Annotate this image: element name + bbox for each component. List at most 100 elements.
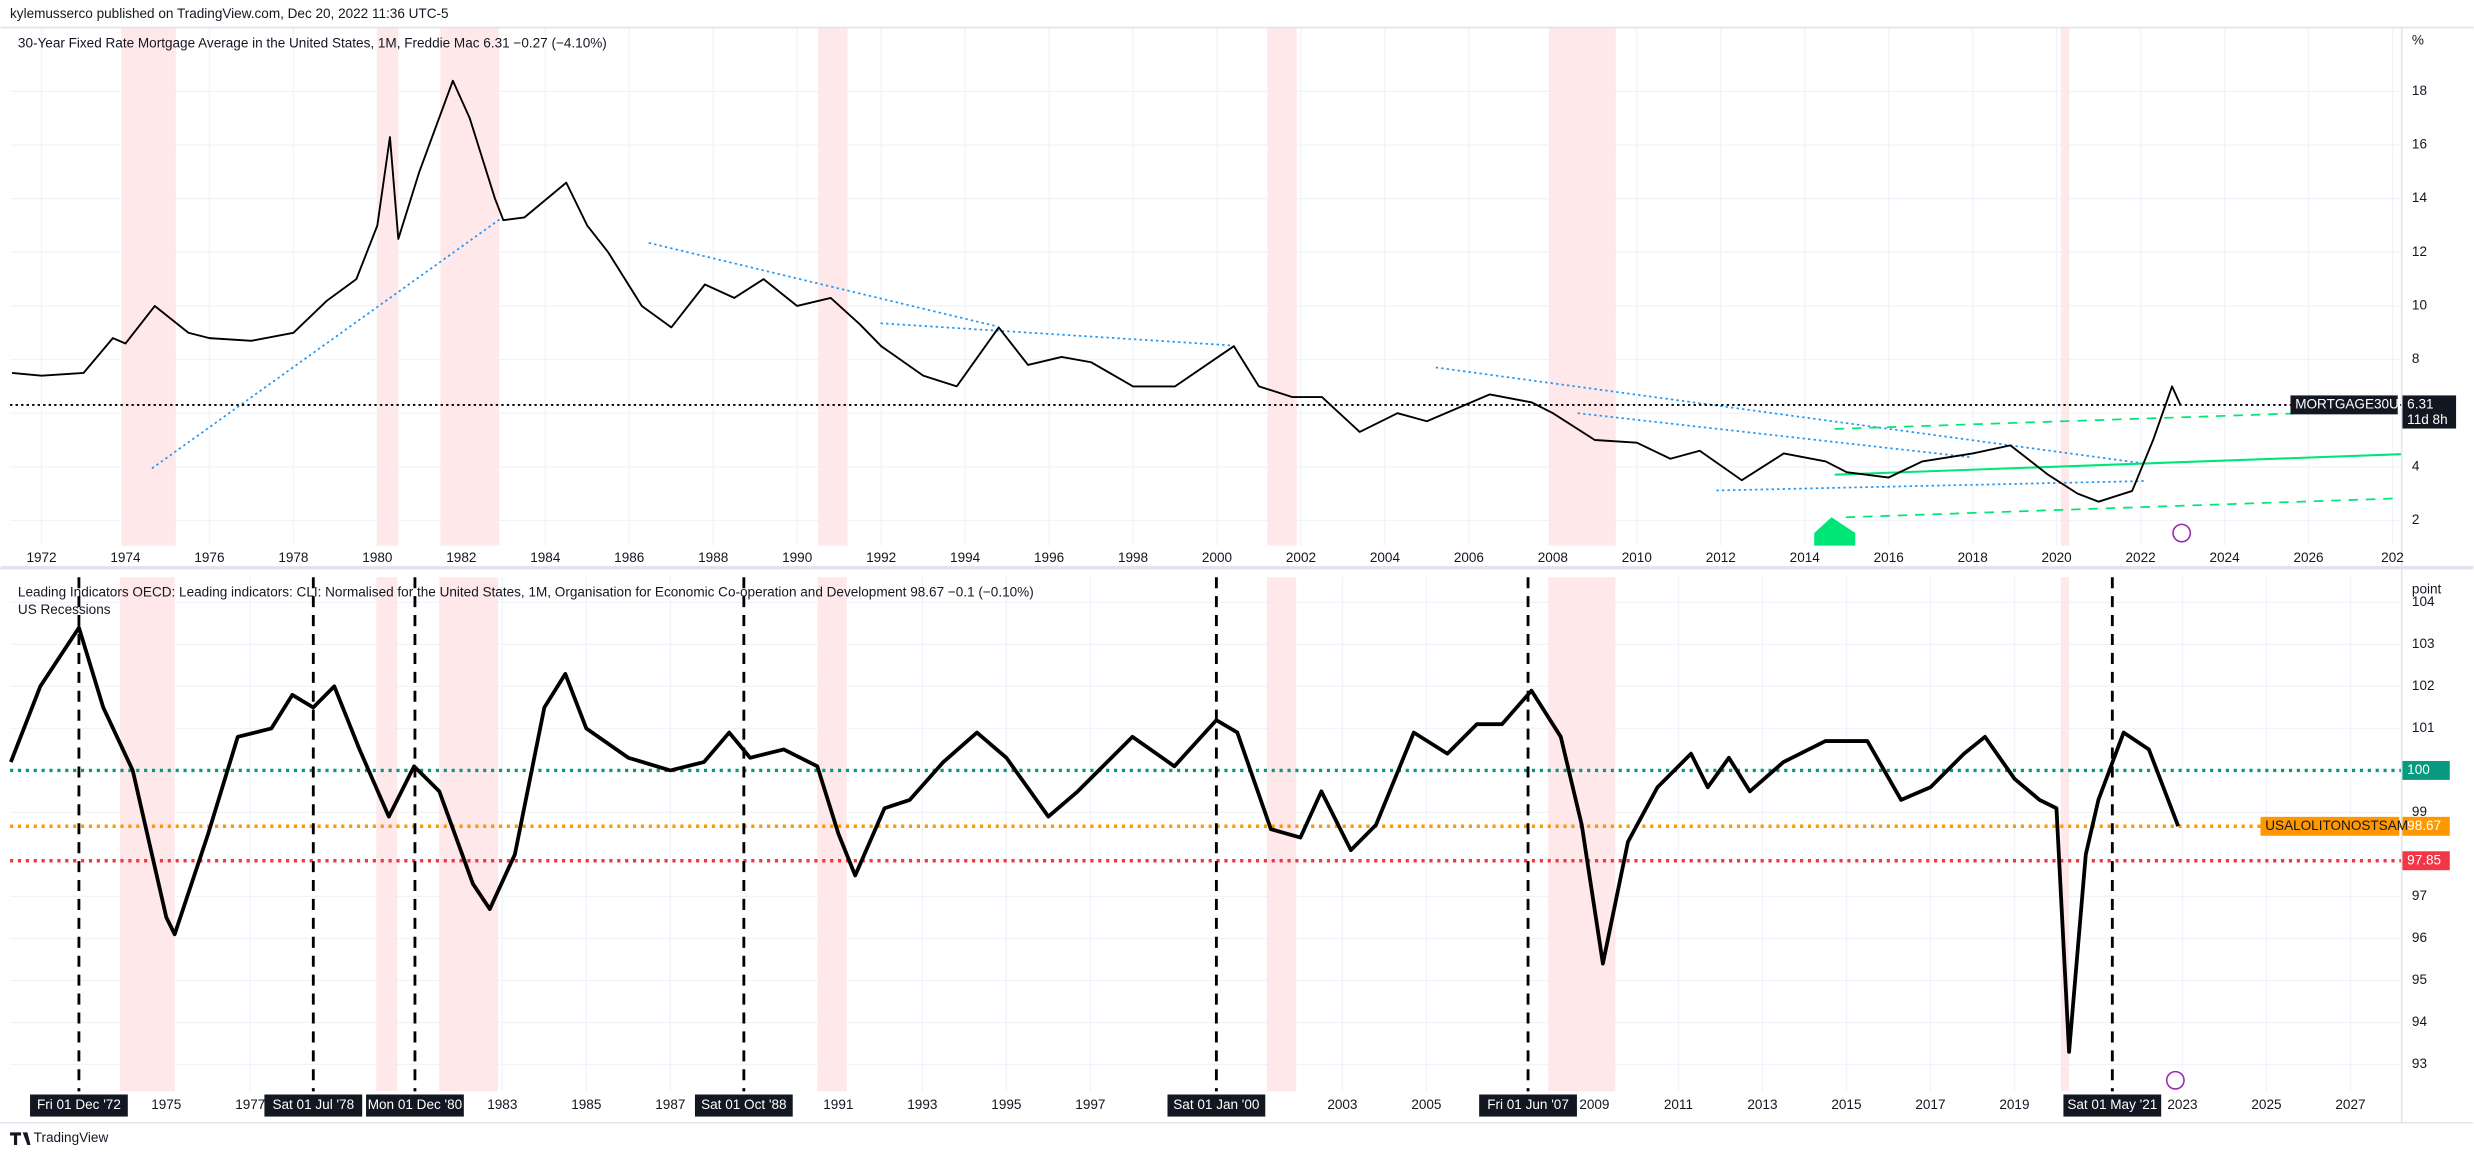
x-tick-label: 1992 bbox=[866, 550, 896, 565]
y-tick-label: 2 bbox=[2412, 512, 2420, 527]
foreground: 2468101214161819721974197619781980198219… bbox=[9, 33, 2457, 1117]
x-tick-label: 1986 bbox=[614, 550, 644, 565]
trend-line bbox=[1435, 366, 2146, 465]
x-tick-label: 1997 bbox=[1075, 1097, 1105, 1112]
y-tick-label: 103 bbox=[2412, 636, 2435, 651]
date-label-bg bbox=[366, 1094, 464, 1117]
x-tick-label: 2000 bbox=[1202, 550, 1232, 565]
y-tick-label: 102 bbox=[2412, 678, 2435, 693]
y-tick-label: 8 bbox=[2412, 351, 2420, 366]
series-label-bg bbox=[2260, 816, 2400, 836]
x-tick-label: 2002 bbox=[1286, 550, 1316, 565]
x-tick-label: 2011 bbox=[1664, 1097, 1693, 1112]
x-tick-label: 1995 bbox=[991, 1097, 1021, 1112]
recession-band bbox=[1548, 28, 1616, 546]
y-tick-label: 10 bbox=[2412, 298, 2427, 313]
drawings bbox=[151, 216, 2401, 519]
x-tick-label: 1987 bbox=[655, 1097, 685, 1112]
recession-band bbox=[1267, 28, 1297, 546]
date-label-bg bbox=[694, 1094, 793, 1117]
series-line bbox=[9, 625, 2180, 1054]
x-tick-label: 1991 bbox=[823, 1097, 853, 1112]
trend-line bbox=[151, 216, 503, 470]
x-tick-label: 2017 bbox=[1915, 1097, 1945, 1112]
x-tick-label: 1982 bbox=[446, 550, 476, 565]
x-tick-label: 1978 bbox=[278, 550, 308, 565]
x-tick-label: 2026 bbox=[2293, 550, 2323, 565]
date-label-bg bbox=[1479, 1094, 1577, 1117]
recession-band bbox=[121, 28, 176, 546]
recession-band bbox=[376, 577, 398, 1092]
x-tick-label: 1993 bbox=[907, 1097, 937, 1112]
x-tick-label: 2010 bbox=[1622, 550, 1652, 565]
x-tick-label: 2022 bbox=[2126, 550, 2156, 565]
x-tick-label: 2004 bbox=[1370, 550, 1401, 565]
channel-line bbox=[1834, 453, 2401, 476]
recession-band bbox=[2060, 577, 2070, 1092]
x-tick-label: 1980 bbox=[362, 550, 392, 565]
footer: TradingView bbox=[34, 1130, 109, 1145]
date-label-bg bbox=[264, 1094, 363, 1117]
event-icon[interactable] bbox=[2172, 523, 2192, 543]
recession-band bbox=[439, 577, 499, 1092]
x-tick-label: 2023 bbox=[2167, 1097, 2197, 1112]
legend-subtitle: US Recessions bbox=[18, 602, 111, 617]
x-tick-label: 2005 bbox=[1411, 1097, 1441, 1112]
price-label: 100 bbox=[2407, 762, 2430, 777]
date-label: Fri 01 Dec '72 bbox=[37, 1097, 121, 1112]
recession-band bbox=[817, 577, 847, 1092]
x-tick-label: 2015 bbox=[1831, 1097, 1861, 1112]
date-label: Sat 01 May '21 bbox=[2067, 1097, 2157, 1112]
x-tick-label: 1983 bbox=[487, 1097, 517, 1112]
date-label: Fri 01 Jun '07 bbox=[1487, 1097, 1569, 1112]
price-label-bg bbox=[2402, 816, 2450, 836]
price-label-bg bbox=[2402, 395, 2457, 429]
channel-line bbox=[1845, 497, 2398, 519]
x-tick-label: 2012 bbox=[1706, 550, 1736, 565]
x-tick-label: 1972 bbox=[26, 550, 56, 565]
header: kylemusserco published on TradingView.co… bbox=[10, 6, 449, 21]
event-icon[interactable] bbox=[2165, 1070, 2185, 1090]
recession-band bbox=[377, 28, 399, 546]
x-tick-label: 1975 bbox=[151, 1097, 181, 1112]
recession-band bbox=[2060, 28, 2070, 546]
price-label: 97.85 bbox=[2407, 852, 2441, 867]
x-tick-label: 2027 bbox=[2335, 1097, 2365, 1112]
x-tick-label: 1985 bbox=[571, 1097, 601, 1112]
x-tick-label: 2006 bbox=[1454, 550, 1484, 565]
price-label: 98.67 bbox=[2407, 818, 2441, 833]
date-label: Mon 01 Dec '80 bbox=[368, 1097, 462, 1112]
series-label-bg bbox=[2290, 395, 2398, 415]
y-tick-label: 104 bbox=[2412, 594, 2435, 609]
date-label-bg bbox=[30, 1094, 128, 1117]
series-line bbox=[11, 79, 2182, 503]
y-tick-label: 101 bbox=[2412, 720, 2435, 735]
price-label: 6.31 bbox=[2407, 396, 2433, 411]
x-tick-label: 2013 bbox=[1747, 1097, 1777, 1112]
series-label: MORTGAGE30US bbox=[2295, 396, 2408, 411]
channel-line bbox=[1834, 412, 2304, 430]
x-tick-label: 1990 bbox=[782, 550, 812, 565]
y-tick-label: 12 bbox=[2412, 244, 2427, 259]
x-tick-label: 202 bbox=[2381, 550, 2404, 565]
x-tick-label: 1974 bbox=[110, 550, 141, 565]
arrow-marker bbox=[1814, 517, 1856, 546]
y-tick-label: 94 bbox=[2412, 1014, 2428, 1029]
x-tick-label: 1977 bbox=[235, 1097, 265, 1112]
trend-line bbox=[648, 242, 998, 328]
x-tick-label: 1996 bbox=[1034, 550, 1064, 565]
x-tick-label: 2008 bbox=[1538, 550, 1568, 565]
price-label-bg bbox=[2402, 760, 2450, 780]
x-tick-label: 2025 bbox=[2251, 1097, 2281, 1112]
x-tick-label: 1976 bbox=[194, 550, 224, 565]
x-tick-label: 2020 bbox=[2042, 550, 2072, 565]
y-tick-label: 18 bbox=[2412, 83, 2427, 98]
y-tick-label: 95 bbox=[2412, 972, 2427, 987]
axis-unit: point bbox=[2412, 581, 2442, 596]
x-tick-label: 1988 bbox=[698, 550, 728, 565]
y-tick-label: 93 bbox=[2412, 1056, 2427, 1071]
date-label: Sat 01 Oct '88 bbox=[701, 1097, 786, 1112]
y-tick-label: 16 bbox=[2412, 137, 2427, 152]
